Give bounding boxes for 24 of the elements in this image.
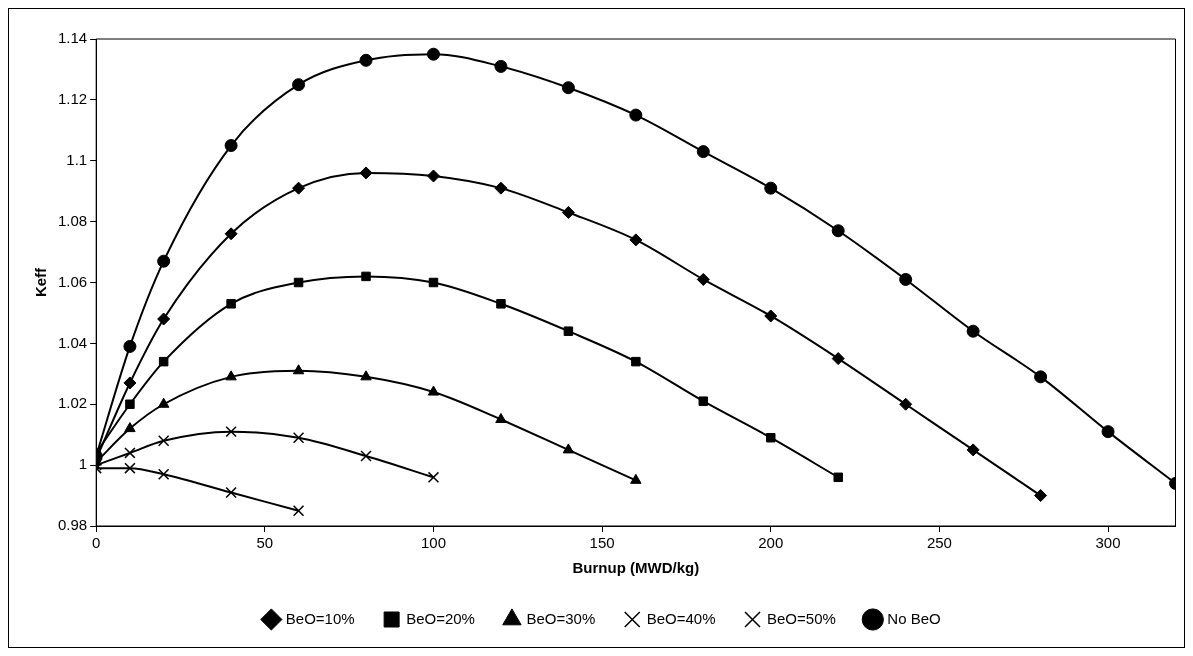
y-tick-label: 1.12 [57,90,88,108]
legend-label: BeO=50% [767,609,836,627]
legend-label: BeO=20% [406,609,475,627]
y-tick-label: 1.02 [57,394,88,412]
x-tick-label: 300 [1095,534,1121,552]
y-tick-label: 1.1 [66,150,88,168]
y-tick-label: 1.08 [57,211,88,229]
x-axis-title: Burnup (MWD/kg) [572,559,700,577]
x-tick-label: 100 [420,534,446,552]
legend-label: BeO=30% [526,609,596,627]
x-tick-label: 0 [92,534,101,552]
legend-label: BeO=10% [285,609,355,627]
x-tick-label: 200 [758,534,784,552]
x-tick-label: 50 [256,534,274,552]
y-tick-label: 1.06 [57,272,88,290]
y-axis-title: Keff [32,266,50,298]
y-tick-label: 1.14 [57,29,88,47]
y-tick-label: 1.04 [57,333,88,351]
y-tick-label: 0.98 [57,516,88,534]
x-tick-label: 150 [589,534,615,552]
y-tick-label: 1 [78,455,88,473]
legend-label: No BeO [887,609,941,627]
legend-label: BeO=40% [646,609,716,627]
x-tick-label: 250 [926,534,952,552]
